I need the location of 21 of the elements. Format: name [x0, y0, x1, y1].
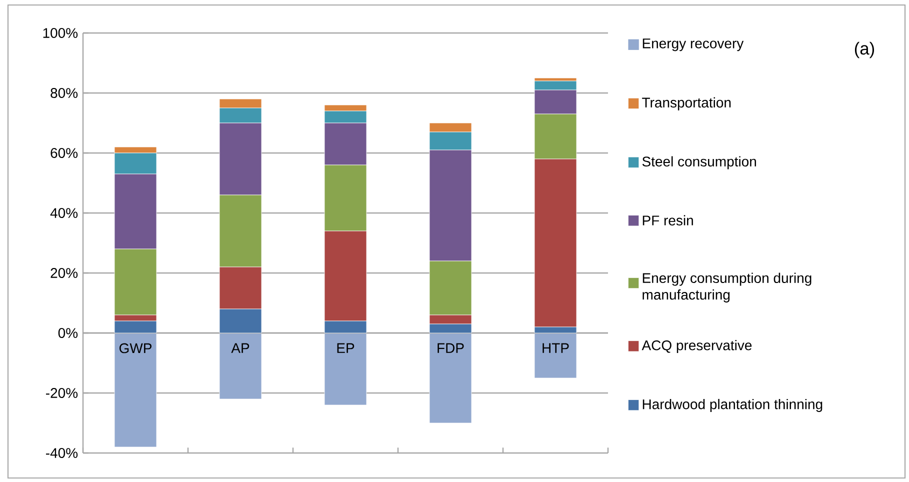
x-tick-label: FDP: [438, 343, 464, 353]
x-tick-label: EP: [337, 343, 354, 353]
legend-label: PF resin: [642, 215, 693, 226]
x-tick-label: AP: [231, 343, 250, 353]
x-tick-label: HTP: [542, 343, 569, 353]
legend-label: Steel consumption: [642, 156, 756, 170]
legend-label: Energy recovery: [642, 38, 744, 52]
text: (a): [854, 42, 874, 58]
y-tick-label: 0%: [58, 328, 78, 338]
legend-label: Energy consumption during manufacturing: [642, 272, 812, 302]
y-tick-label: -20%: [46, 388, 78, 398]
y-tick-label: 100%: [43, 28, 78, 38]
legend-label: Transportation: [642, 97, 731, 110]
y-tick-label: -40%: [46, 448, 78, 458]
y-tick-label: 60%: [50, 148, 78, 158]
y-tick-label: 20%: [50, 268, 78, 278]
y-tick-label: 80%: [50, 88, 78, 98]
legend-label: Hardwood plantation thinning: [642, 398, 822, 412]
x-tick-label: GWP: [119, 343, 152, 354]
y-tick-label: 40%: [50, 208, 78, 218]
legend-label: ACQ preservative: [642, 340, 752, 354]
